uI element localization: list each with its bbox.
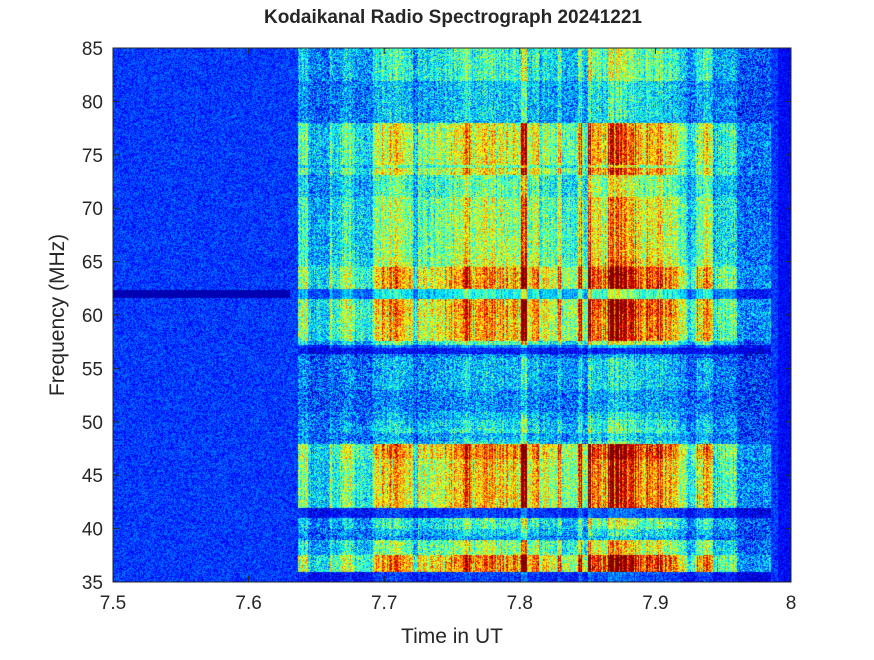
y-tick-label: 35 <box>82 573 103 594</box>
y-tick-label: 85 <box>82 39 103 60</box>
y-tick-label: 80 <box>82 92 103 113</box>
y-tick-label: 70 <box>82 199 103 220</box>
y-axis: 35 40 45 50 55 60 65 70 75 80 85 <box>82 39 791 594</box>
y-tick-label: 45 <box>82 466 103 487</box>
x-tick-label: 7.8 <box>507 593 533 614</box>
y-tick-label: 50 <box>82 413 103 434</box>
plot-area <box>112 47 792 583</box>
y-tick-label: 75 <box>82 146 103 167</box>
x-axis: 7.5 7.6 7.7 7.8 7.9 8 <box>100 48 797 614</box>
y-axis-label: Frequency (MHz) <box>46 234 69 396</box>
heatmap-container <box>113 48 791 582</box>
spectrogram-heatmap <box>113 48 791 582</box>
x-tick-label: 7.7 <box>371 593 397 614</box>
x-axis-label: Time in UT <box>401 625 503 648</box>
chart-title: Kodaikanal Radio Spectrograph 20241221 <box>264 7 642 28</box>
y-tick-label: 40 <box>82 520 103 541</box>
x-tick-label: 7.5 <box>100 593 126 614</box>
x-tick-label: 8 <box>786 593 797 614</box>
x-tick-label: 7.6 <box>235 593 261 614</box>
x-tick-label: 7.9 <box>642 593 668 614</box>
y-tick-label: 60 <box>82 306 103 327</box>
y-tick-label: 55 <box>82 359 103 380</box>
y-tick-label: 65 <box>82 253 103 274</box>
